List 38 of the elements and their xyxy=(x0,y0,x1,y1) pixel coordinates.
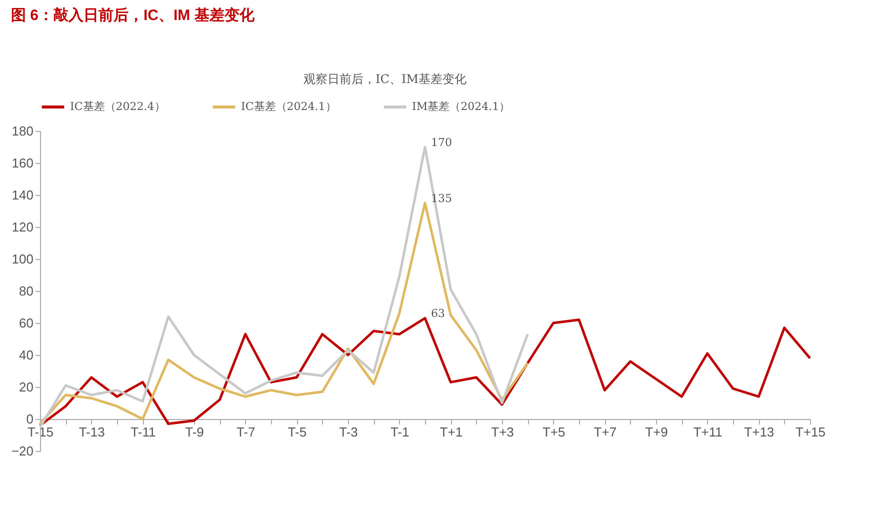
x-tick-label: T+5 xyxy=(542,424,566,440)
x-tick-label: T-11 xyxy=(130,424,156,440)
x-tick-label: T-7 xyxy=(236,424,256,440)
chart-title: 图 6：敲入日前后，IC、IM 基差变化 xyxy=(10,6,256,24)
line-series xyxy=(38,202,529,426)
chart-subtitle: 观察日前后，IC、IM基差变化 xyxy=(304,72,466,86)
y-tick-label: 160 xyxy=(12,156,34,170)
annotation: 63 xyxy=(431,307,445,320)
annotation: 135 xyxy=(431,192,452,205)
x-tick-label: T-15 xyxy=(27,424,54,440)
x-tick-label: T-1 xyxy=(390,424,410,440)
y-tick-label: 120 xyxy=(12,220,34,234)
x-tick-label: T+15 xyxy=(796,424,826,440)
legend-label: IC基差（2024.1） xyxy=(241,100,336,113)
y-tick-label: 60 xyxy=(19,316,34,330)
x-tick-label: T-9 xyxy=(185,424,204,440)
line-series xyxy=(38,146,529,428)
legend-label: IC基差（2022.4） xyxy=(70,100,166,113)
y-tick-label: 140 xyxy=(12,188,34,202)
x-tick-label: T+1 xyxy=(440,424,463,440)
y-tick-label: 20 xyxy=(19,380,34,394)
x-tick-label: T+11 xyxy=(693,424,722,440)
x-tick-label: T+9 xyxy=(645,424,668,440)
line-series xyxy=(38,316,812,427)
legend-label: IM基差（2024.1） xyxy=(412,100,510,113)
y-tick-label: 80 xyxy=(19,284,34,298)
x-tick-label: T-3 xyxy=(339,424,358,440)
y-tick-label: 40 xyxy=(19,348,34,362)
x-tick-label: T+13 xyxy=(744,424,774,440)
x-tick-label: T+7 xyxy=(594,424,617,440)
annotation: 170 xyxy=(431,136,452,149)
x-tick-label: T-5 xyxy=(288,424,307,440)
y-tick-label: 100 xyxy=(12,252,34,266)
y-tick-label: −20 xyxy=(11,444,34,458)
x-tick-label: T-13 xyxy=(78,424,105,440)
y-tick-label: 180 xyxy=(12,124,34,138)
y-tick-label: 0 xyxy=(26,412,34,426)
x-tick-label: T+3 xyxy=(491,424,514,440)
